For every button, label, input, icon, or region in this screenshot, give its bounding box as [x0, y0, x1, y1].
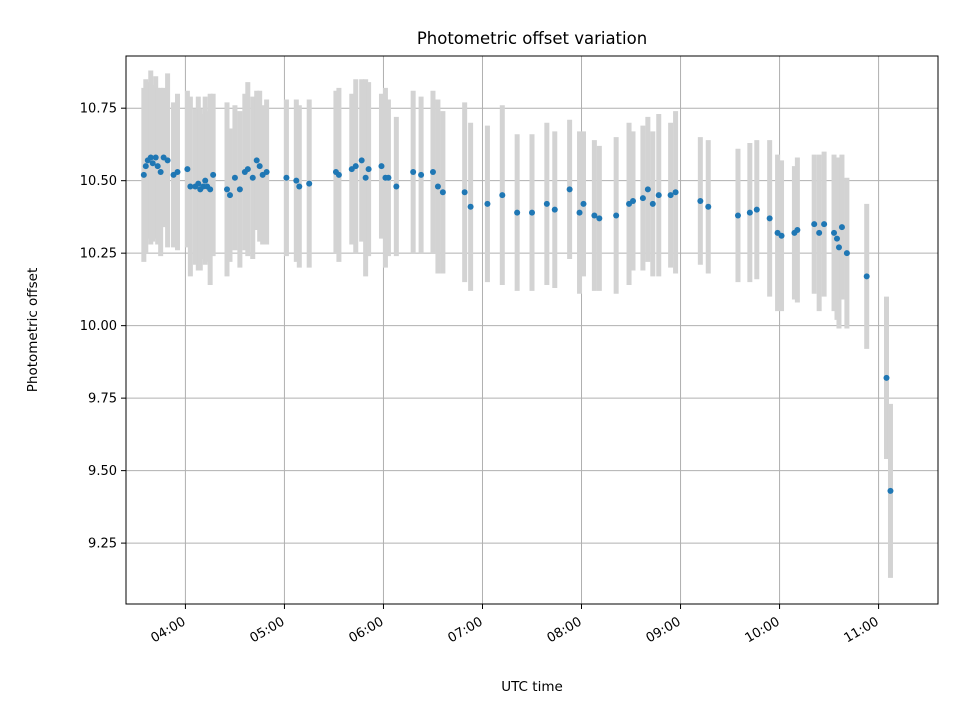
data-point: [224, 186, 231, 193]
data-point: [293, 177, 300, 184]
data-point: [644, 186, 651, 193]
data-point: [429, 168, 436, 175]
x-axis-label: UTC time: [501, 679, 563, 695]
data-point: [362, 174, 369, 181]
data-point: [753, 206, 760, 213]
data-point: [821, 221, 828, 228]
data-point: [174, 168, 181, 175]
data-point: [142, 163, 149, 170]
data-point: [543, 200, 550, 207]
chart-title: Photometric offset variation: [417, 29, 647, 48]
data-point: [140, 171, 147, 178]
data-point: [838, 224, 845, 231]
data-point: [226, 192, 233, 199]
y-tick-label: 9.75: [88, 392, 117, 407]
data-point: [639, 195, 646, 202]
data-point: [263, 168, 270, 175]
data-point: [154, 163, 161, 170]
data-point: [746, 209, 753, 216]
data-point: [207, 186, 214, 193]
data-point: [580, 200, 587, 207]
data-point: [202, 177, 209, 184]
data-point: [393, 183, 400, 190]
data-point: [149, 160, 156, 167]
data-point: [514, 209, 521, 216]
data-point: [596, 215, 603, 222]
data-point: [244, 166, 251, 173]
data-point: [835, 244, 842, 251]
data-point: [352, 163, 359, 170]
data-point: [249, 174, 256, 181]
data-point: [365, 166, 372, 173]
data-point: [811, 221, 818, 228]
y-tick-label: 10.75: [80, 102, 117, 117]
y-tick-label: 9.50: [88, 464, 117, 479]
data-point: [649, 200, 656, 207]
data-point: [236, 186, 243, 193]
data-point: [385, 174, 392, 181]
data-point: [766, 215, 773, 222]
data-point: [152, 154, 159, 161]
y-tick-label: 10.25: [80, 247, 117, 262]
data-point: [434, 183, 441, 190]
data-point: [843, 250, 850, 257]
data-point: [283, 174, 290, 181]
data-point: [439, 189, 446, 196]
y-tick-label: 9.25: [88, 537, 117, 552]
data-point: [551, 206, 558, 213]
data-point: [863, 273, 870, 280]
data-point: [467, 203, 474, 210]
data-point: [410, 168, 417, 175]
data-point: [831, 229, 838, 236]
data-point: [705, 203, 712, 210]
data-point: [630, 197, 637, 204]
data-point: [499, 192, 506, 199]
data-point: [358, 157, 365, 164]
y-tick-label: 10.00: [80, 319, 117, 334]
data-point: [210, 171, 217, 178]
data-point: [195, 180, 202, 187]
data-points: [140, 154, 894, 494]
data-point: [184, 166, 191, 173]
data-point: [418, 171, 425, 178]
data-point: [157, 168, 164, 175]
axes-frame: [125, 55, 939, 605]
y-axis-label: Photometric offset: [25, 268, 41, 392]
data-point: [833, 235, 840, 242]
data-point: [591, 212, 598, 219]
data-point: [887, 487, 894, 494]
y-tick-label: 10.50: [80, 174, 117, 189]
data-point: [883, 374, 890, 381]
data-point: [734, 212, 741, 219]
data-point: [378, 163, 385, 170]
data-point: [667, 192, 674, 199]
data-point: [306, 180, 313, 187]
data-point: [335, 171, 342, 178]
data-point: [147, 154, 154, 161]
data-point: [253, 157, 260, 164]
data-point: [164, 157, 171, 164]
data-point: [655, 192, 662, 199]
data-point: [187, 183, 194, 190]
data-point: [778, 232, 785, 239]
data-point: [461, 189, 468, 196]
y-axis-ticks: 9.25 9.50 9.75 10.00 10.25 10.50 10.75: [80, 102, 126, 552]
data-point: [613, 212, 620, 219]
data-point: [816, 229, 823, 236]
data-point: [296, 183, 303, 190]
data-point: [484, 200, 491, 207]
data-point: [794, 226, 801, 233]
data-point: [697, 197, 704, 204]
data-point: [529, 209, 535, 216]
data-point: [231, 174, 238, 181]
data-point: [256, 163, 263, 170]
data-point: [672, 189, 679, 196]
data-point: [576, 209, 583, 216]
data-point: [566, 186, 573, 193]
